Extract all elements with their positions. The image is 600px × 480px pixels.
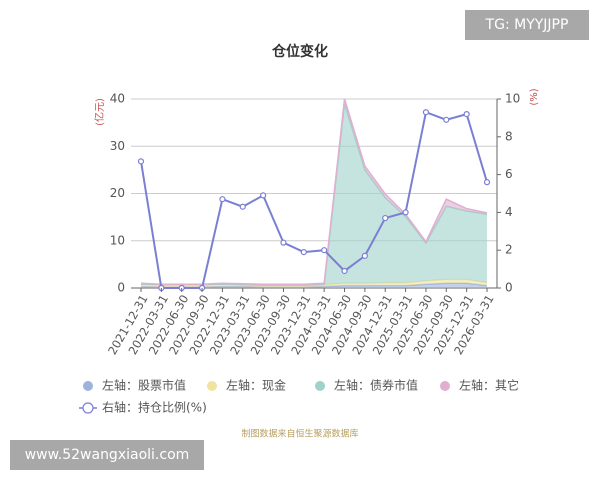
y2-tick-label: 8: [505, 129, 513, 143]
point: [300, 248, 307, 256]
legend-label: 右轴：持仓比例(%): [102, 400, 207, 415]
y-tick-label: 0: [117, 281, 125, 295]
legend-marker: [207, 381, 217, 391]
y2-tick-label: 2: [505, 243, 513, 257]
source-note: 制图数据来自恒生聚源数据库: [241, 428, 358, 440]
area-line: [140, 98, 488, 285]
point: [137, 158, 145, 165]
legend-marker: [440, 381, 450, 391]
point: [463, 111, 470, 118]
y-tick-label: 40: [110, 92, 125, 106]
legend-label: 左轴：债券市值: [334, 378, 418, 393]
watermark-box: [465, 10, 589, 40]
legend-marker: [83, 381, 93, 391]
y2-tick-label: 0: [505, 281, 513, 295]
point: [341, 267, 348, 275]
point: [260, 192, 267, 199]
y2-tick-label: 4: [505, 205, 513, 219]
legend-marker: [82, 402, 94, 414]
point: [382, 214, 389, 222]
legend-marker: [315, 381, 325, 391]
point: [321, 247, 328, 254]
y-tick-label: 10: [110, 233, 125, 247]
y-axis-label: (亿元): [93, 98, 106, 126]
y2-tick-label: 6: [505, 167, 513, 181]
line: [140, 110, 488, 289]
point: [443, 116, 450, 123]
area-fill: [141, 279, 487, 288]
watermark-box: [10, 440, 204, 470]
legend-label: 左轴：现金: [226, 378, 286, 393]
watermark: www.52wangxiaoli.com: [25, 447, 190, 463]
watermark: TG: MYYJJPP: [485, 17, 569, 33]
point: [280, 239, 287, 246]
y-tick-label: 30: [110, 139, 125, 153]
point: [422, 109, 430, 116]
point: [361, 252, 368, 259]
point: [402, 209, 409, 216]
point: [483, 179, 491, 186]
point: [219, 196, 226, 203]
y2-axis-label: (%): [529, 88, 540, 105]
y2-tick-label: 10: [505, 92, 520, 106]
legend-label: 左轴：其它: [459, 378, 519, 393]
legend-label: 左轴：股票市值: [102, 378, 186, 393]
area-fill: [141, 103, 487, 286]
point: [239, 203, 246, 210]
chart-title: 仓位变化: [271, 43, 328, 60]
y-tick-label: 20: [110, 186, 125, 200]
